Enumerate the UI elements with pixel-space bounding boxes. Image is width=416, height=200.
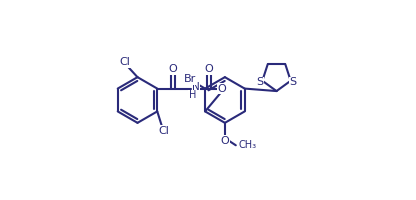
Text: Cl: Cl [119, 57, 131, 67]
Text: O: O [220, 136, 229, 146]
Text: N: N [192, 82, 200, 92]
Text: Cl: Cl [158, 126, 169, 136]
Text: H: H [188, 90, 196, 100]
Text: Br: Br [184, 74, 196, 84]
Text: O: O [218, 84, 227, 94]
Text: S: S [290, 77, 297, 87]
Text: CH₃: CH₃ [239, 140, 257, 150]
Text: O: O [169, 64, 178, 74]
Text: S: S [256, 77, 263, 87]
Text: O: O [205, 64, 213, 74]
